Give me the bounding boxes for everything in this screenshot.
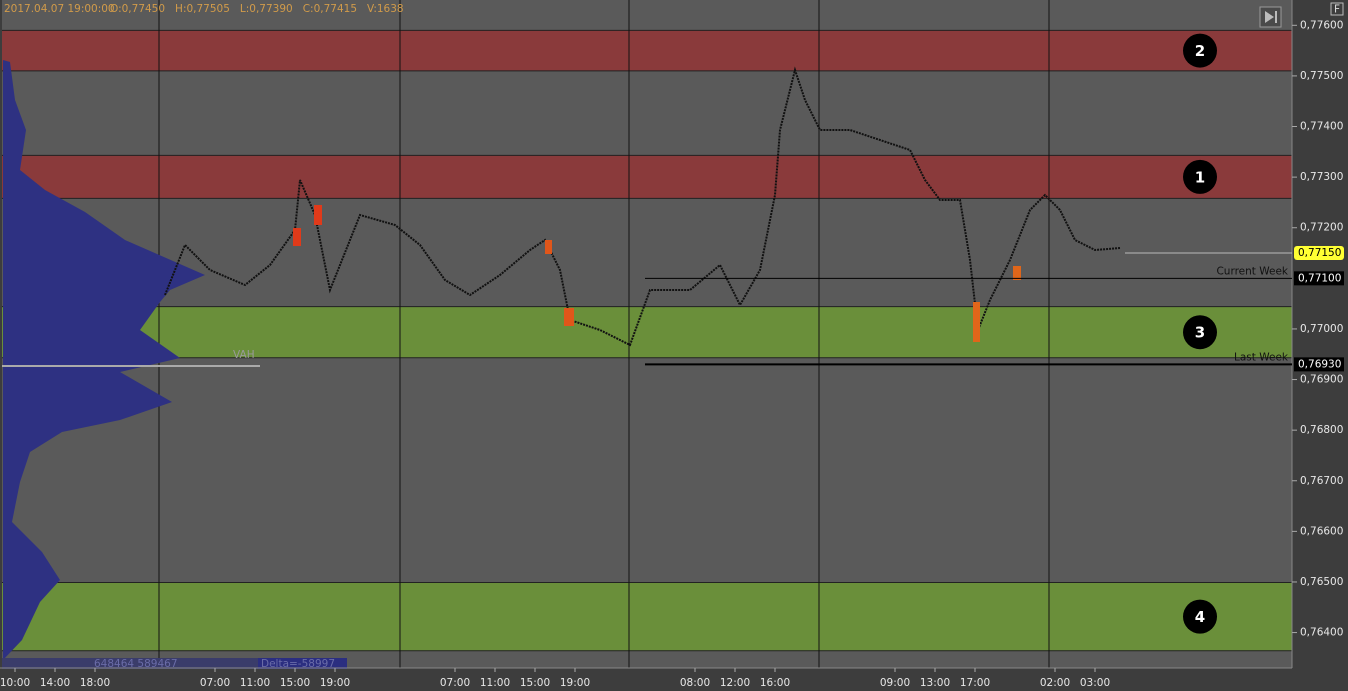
- price-tick-label: 0,76500: [1300, 576, 1343, 588]
- zone: [2, 30, 1292, 71]
- time-label: 15:00: [280, 677, 310, 689]
- time-label: 17:00: [960, 677, 990, 689]
- price-tick-label: 0,76700: [1300, 475, 1343, 487]
- time-label: 11:00: [480, 677, 510, 689]
- time-label: 13:00: [920, 677, 950, 689]
- header-ohlcv: O:0,77450 H:0,77505 L:0,77390 C:0,77415 V:16…: [110, 3, 404, 15]
- price-tick-label: 0,77000: [1300, 323, 1343, 335]
- time-label: 18:00: [80, 677, 110, 689]
- time-label: 14:00: [40, 677, 70, 689]
- price-tick-label: 0,76900: [1300, 374, 1343, 386]
- order-marker: [293, 228, 301, 246]
- price-tick-label: 0,76400: [1300, 627, 1343, 639]
- delta-text: Delta=-58997: [261, 658, 335, 670]
- scroll-end-icon: [1265, 11, 1277, 23]
- level-price-box: [1294, 271, 1344, 286]
- header-value: H:0,77505: [175, 3, 230, 15]
- level-price-label: 0,77100: [1298, 272, 1341, 284]
- zone: [2, 306, 1292, 358]
- last-price-box: [1294, 246, 1344, 261]
- last-price-label: 0,77150: [1298, 247, 1341, 259]
- time-label: 07:00: [200, 677, 230, 689]
- time-label: 08:00: [680, 677, 710, 689]
- volumes-text: 648464 589467: [94, 658, 178, 670]
- day-separators: [158, 0, 1050, 668]
- time-label: 09:00: [880, 677, 910, 689]
- time-label: 19:00: [320, 677, 350, 689]
- level-name: Current Week: [1216, 265, 1288, 277]
- zone: [2, 582, 1292, 651]
- zone: [2, 155, 1292, 199]
- price-tick-label: 0,77300: [1300, 171, 1343, 183]
- zones: 2 1 3 4: [2, 29, 1292, 652]
- zone-label: 3: [1195, 324, 1205, 342]
- header-value: O:0,77450: [110, 3, 165, 15]
- level-name: Last Week: [1234, 351, 1289, 363]
- price-tick-label: 0,77500: [1300, 70, 1343, 82]
- level-price-box: [1294, 357, 1344, 372]
- order-marker: [973, 302, 980, 342]
- price-line: [164, 66, 1121, 347]
- corner-button[interactable]: [1330, 2, 1344, 16]
- volume-profile: [3, 60, 205, 660]
- corner-button-label: F: [1334, 4, 1340, 16]
- delta-bar: [258, 658, 347, 669]
- price-tick-label: 0,76600: [1300, 525, 1343, 537]
- price-tick-label: 0,77200: [1300, 222, 1343, 234]
- zone-badge: [1183, 33, 1217, 68]
- order-marker: [314, 205, 322, 225]
- price-tick-label: 0,77600: [1300, 19, 1343, 31]
- zone-label: 2: [1195, 42, 1205, 60]
- time-label: 10:00: [0, 677, 30, 689]
- price-tick-label: 0,76800: [1300, 424, 1343, 436]
- time-label: 12:00: [720, 677, 750, 689]
- time-label: 19:00: [560, 677, 590, 689]
- price-path: [164, 66, 1121, 347]
- level-price-label: 0,76930: [1298, 358, 1341, 370]
- zone-label: 1: [1195, 168, 1205, 186]
- vah-label: VAH: [233, 349, 255, 361]
- zone-label: 4: [1195, 608, 1205, 626]
- time-label: 07:00: [440, 677, 470, 689]
- volume-bar: [2, 658, 347, 669]
- time-label: 11:00: [240, 677, 270, 689]
- order-marker: [564, 308, 574, 326]
- time-label: 15:00: [520, 677, 550, 689]
- time-label: 03:00: [1080, 677, 1110, 689]
- header-value: L:0,77390: [240, 3, 293, 15]
- zone-badge: [1183, 599, 1217, 634]
- order-marker: [545, 240, 552, 254]
- order-marker: [1013, 266, 1021, 280]
- time-label: 02:00: [1040, 677, 1070, 689]
- header-datetime: 2017.04.07 19:00:00: [4, 3, 115, 15]
- header-value: V:1638: [367, 3, 404, 15]
- price-tick-label: 0,77400: [1300, 121, 1343, 133]
- zone-badge: [1183, 159, 1217, 194]
- zone-badge: [1183, 315, 1217, 350]
- header-value: C:0,77415: [303, 3, 357, 15]
- time-label: 16:00: [760, 677, 790, 689]
